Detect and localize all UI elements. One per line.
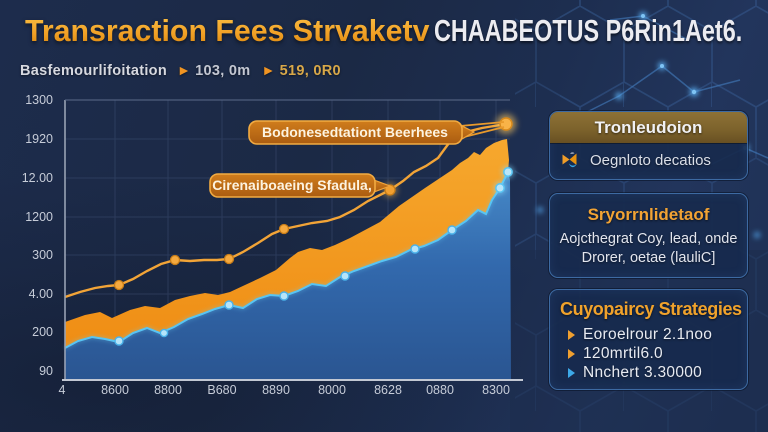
svg-text:1920: 1920: [25, 132, 53, 146]
svg-text:8800: 8800: [154, 383, 182, 397]
svg-text:8000: 8000: [318, 383, 346, 397]
svg-text:200: 200: [32, 325, 53, 339]
svg-text:Cirenaiboaeing Sfadula,: Cirenaiboaeing Sfadula,: [212, 177, 371, 193]
svg-text:4.00: 4.00: [29, 287, 53, 301]
svg-text:8890: 8890: [262, 383, 290, 397]
svg-text:B680: B680: [207, 383, 236, 397]
svg-text:8600: 8600: [101, 383, 129, 397]
svg-text:1300: 1300: [25, 93, 53, 107]
svg-text:300: 300: [32, 248, 53, 262]
svg-text:8628: 8628: [374, 383, 402, 397]
svg-text:1200: 1200: [25, 210, 53, 224]
svg-text:8300: 8300: [482, 383, 510, 397]
svg-text:0880: 0880: [426, 383, 454, 397]
svg-text:90: 90: [39, 364, 53, 378]
svg-text:4: 4: [59, 383, 66, 397]
svg-text:Bodonesedtationt Beerhees: Bodonesedtationt Beerhees: [262, 124, 448, 140]
svg-text:12.00: 12.00: [22, 171, 53, 185]
